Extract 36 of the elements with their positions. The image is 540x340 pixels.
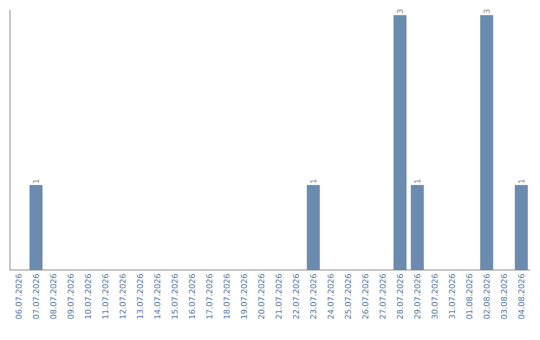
x-tick-label: 19.07.2026 (240, 274, 248, 318)
x-tick-label: 29.07.2026 (414, 274, 420, 319)
x-tick-label: 22.07.2026 (292, 274, 300, 319)
x-tick-label: 10.07.2026 (84, 274, 92, 318)
x-tick-label: 21.07.2026 (276, 274, 282, 319)
data-label: 3 (484, 9, 490, 14)
data-label: 3 (396, 9, 404, 14)
x-tick-label: 09.07.2026 (68, 274, 74, 319)
x-tick-label: 18.07.2026 (224, 274, 230, 318)
x-tick-label: 28.07.2026 (396, 274, 404, 319)
x-tick-label: 24.07.2026 (328, 274, 334, 319)
x-tick-label: 23.07.2026 (310, 274, 316, 319)
x-tick-label: 31.07.2026 (448, 274, 456, 319)
data-label: 1 (518, 179, 524, 183)
x-tick-label: 01.08.2026 (466, 274, 472, 319)
x-tick-label: 02.08.2026 (484, 274, 490, 319)
x-tick-label: 20.07.2026 (258, 274, 264, 319)
x-tick-label: 15.07.2026 (172, 274, 178, 318)
x-tick-label: 14.07.2026 (154, 274, 160, 318)
x-tick-label: 06.07.2026 (16, 274, 22, 319)
x-tick-label: 30.07.2026 (432, 274, 438, 319)
x-tick-label: 07.07.2026 (32, 274, 40, 319)
x-tick-label: 12.07.2026 (120, 274, 126, 318)
data-label: 1 (310, 179, 316, 183)
x-tick-label: 26.07.2026 (362, 274, 368, 319)
x-tick-label: 08.07.2026 (50, 274, 56, 319)
data-label: 1 (414, 179, 420, 183)
x-tick-label: 16.07.2026 (188, 274, 196, 318)
x-tick-label: 03.08.2026 (500, 274, 508, 319)
x-tick-label: 25.07.2026 (344, 274, 352, 319)
x-tick-label: 17.07.2026 (206, 274, 212, 318)
x-tick-label: 13.07.2026 (136, 274, 144, 318)
x-tick-label: 04.08.2026 (518, 274, 524, 319)
data-label: 1 (33, 179, 39, 183)
x-tick-label: 27.07.2026 (380, 274, 386, 319)
x-tick-label: 11.07.2026 (102, 274, 108, 318)
